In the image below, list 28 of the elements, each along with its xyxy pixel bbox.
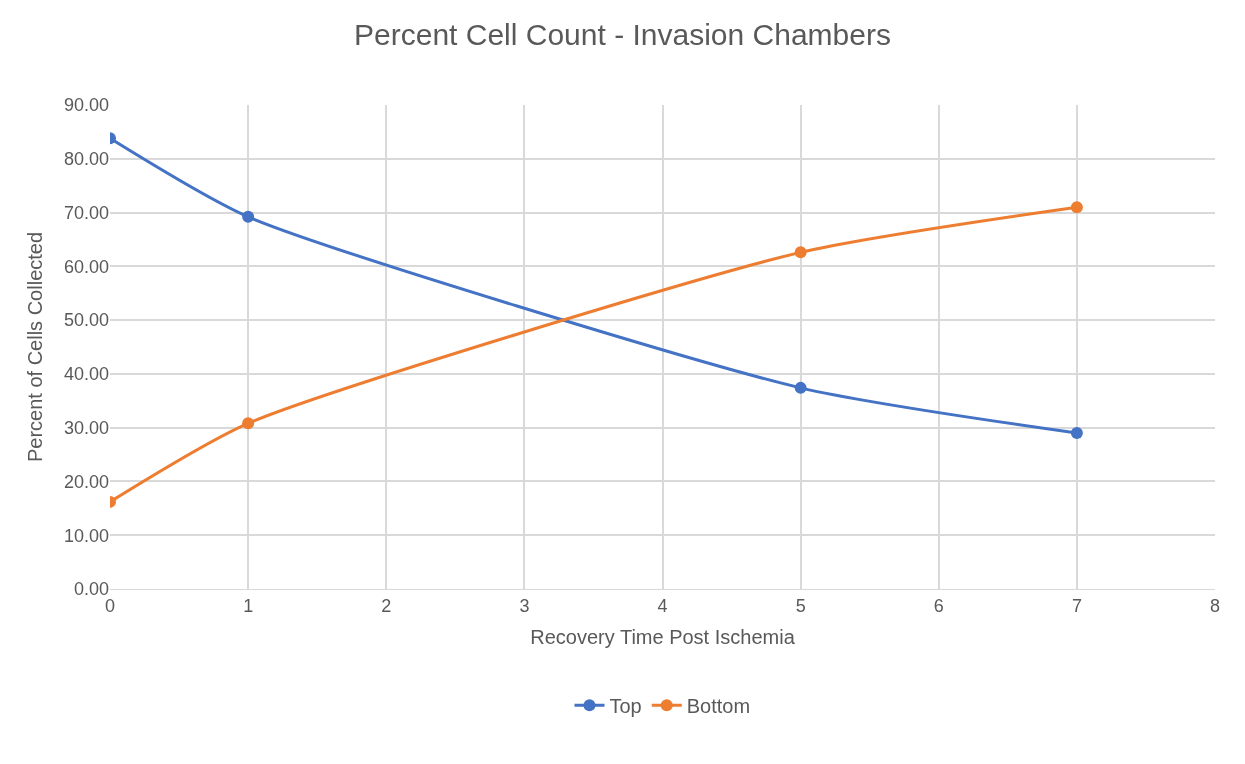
point: [1070, 201, 1083, 214]
x-tick-label: 8: [1209, 595, 1221, 616]
y-tick-label: 90.00: [63, 95, 109, 116]
point: [242, 210, 255, 223]
x-tick-label: 1: [243, 595, 254, 616]
x-tick-label: 6: [933, 595, 944, 616]
x-tick-label: 4: [657, 595, 668, 616]
y-tick-label: 10.00: [63, 525, 109, 546]
x-tick-label: 3: [519, 595, 530, 616]
chart-title: Percent Cell Count - Invasion Chambers: [354, 17, 891, 51]
y-tick-label: 60.00: [63, 256, 109, 277]
x-tick-label: 7: [1071, 595, 1082, 616]
y-axis-title: Percent of Cells Collected: [24, 231, 47, 463]
legend-label: Top: [609, 695, 642, 718]
y-tick-label: 70.00: [63, 202, 109, 223]
x-tick-label: 5: [795, 595, 806, 616]
y-tick-label: 40.00: [63, 364, 109, 385]
point: [794, 246, 807, 259]
point: [242, 417, 255, 430]
x-tick-label: 2: [381, 595, 392, 616]
y-tick-label: 30.00: [63, 417, 109, 438]
y-tick-label: 50.00: [63, 310, 109, 331]
point: [1070, 427, 1083, 440]
x-axis-title: Recovery Time Post Ischemia: [530, 626, 796, 649]
y-tick-label: 80.00: [63, 149, 109, 170]
legend-label: Bottom: [686, 695, 751, 718]
y-tick-label: 20.00: [63, 471, 109, 492]
point: [794, 381, 807, 394]
